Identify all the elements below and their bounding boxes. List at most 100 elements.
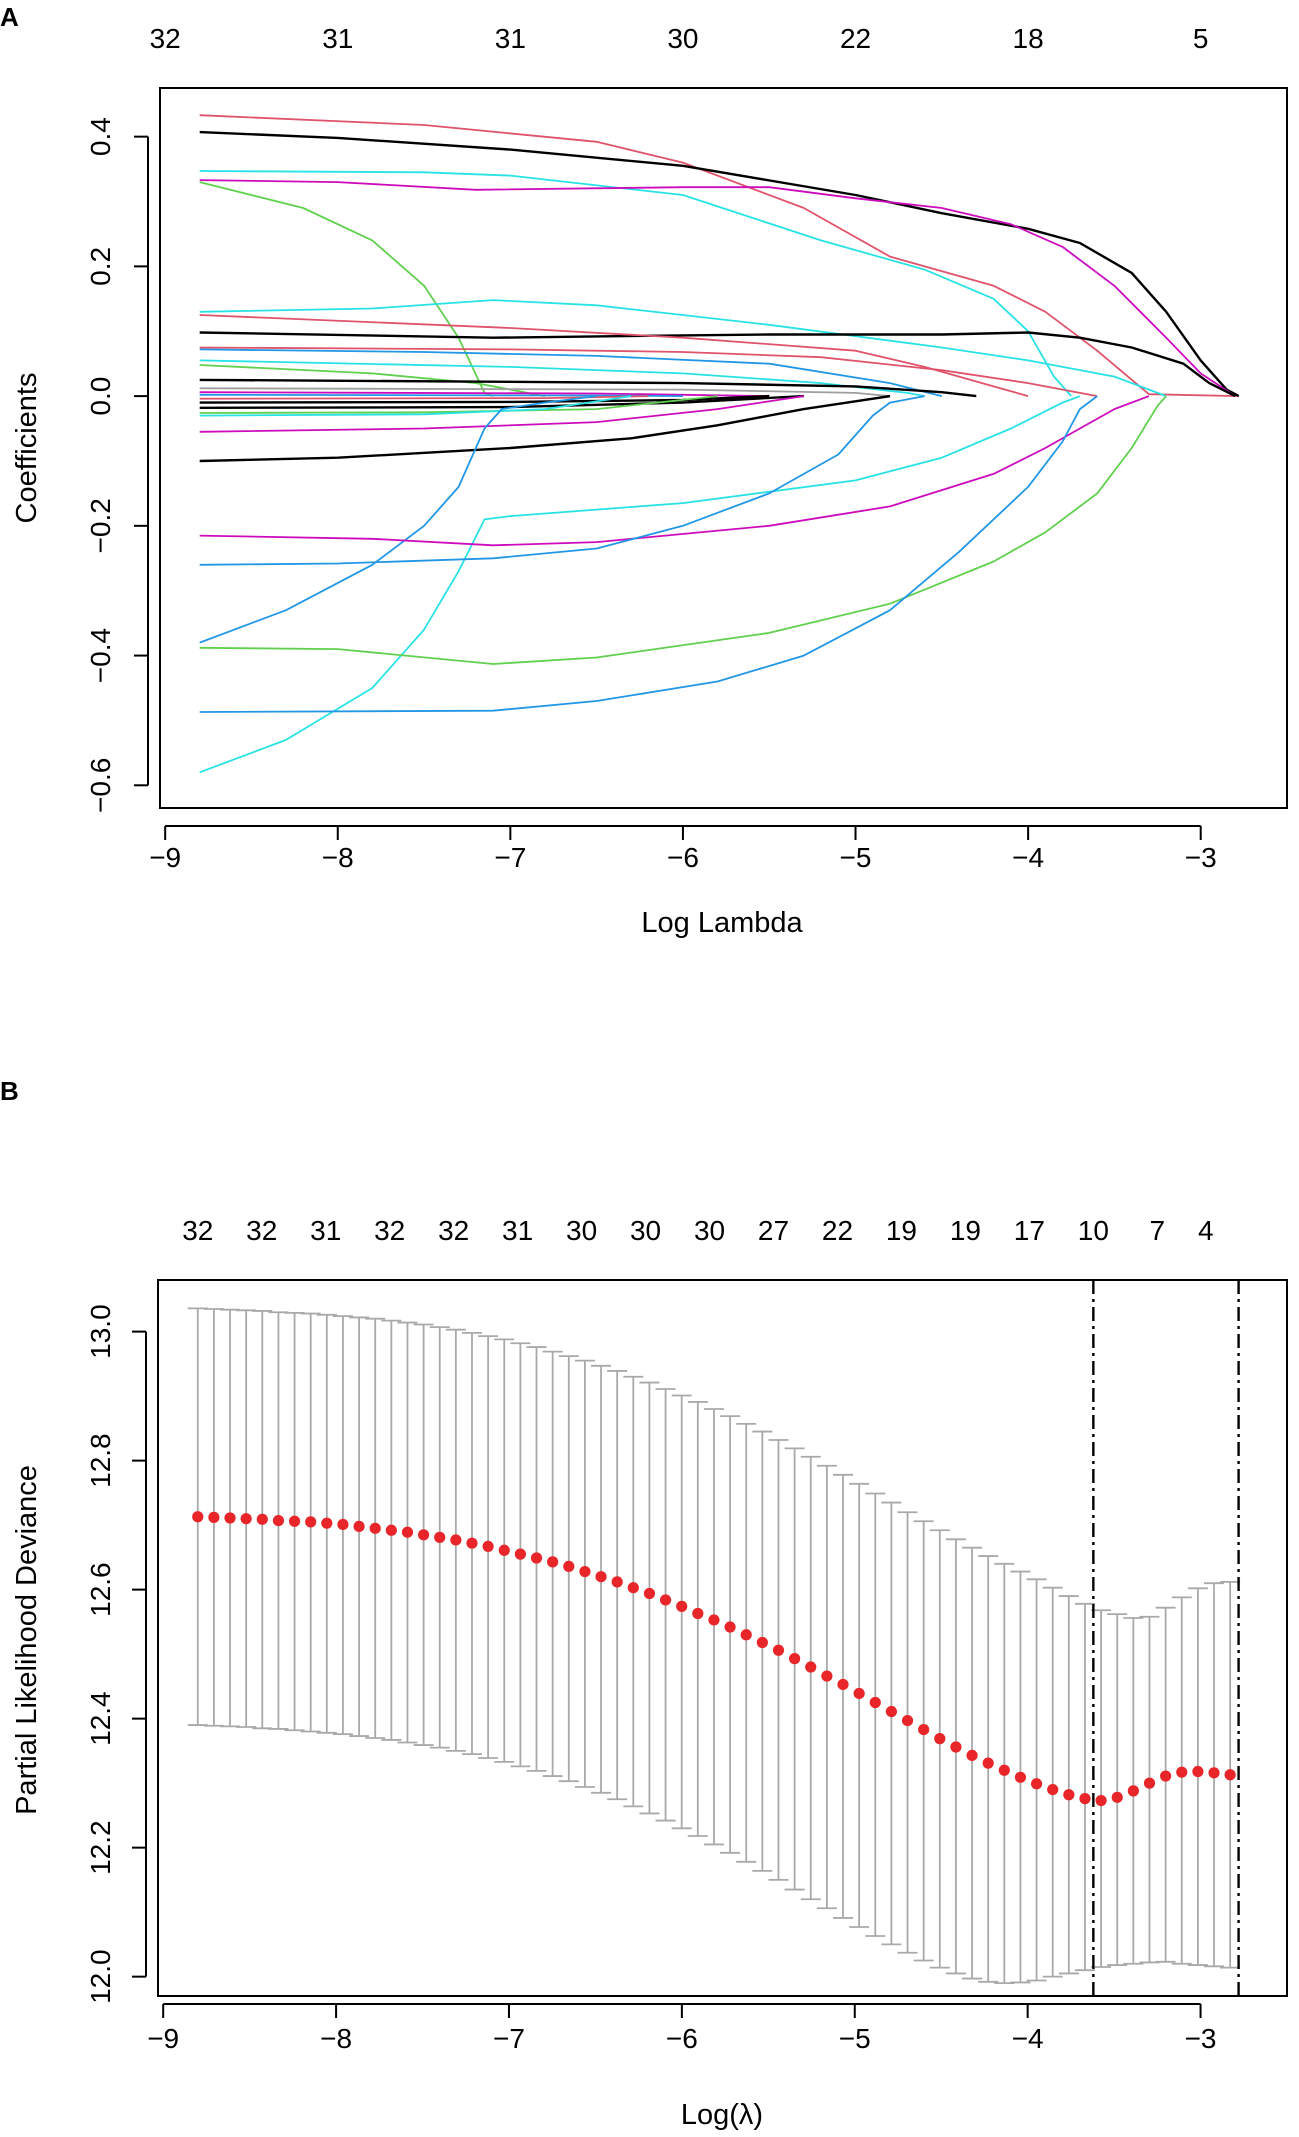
panel-b-y-tick-label: 12.6 [85, 1562, 116, 1617]
panel-b-deviance-point [950, 1741, 962, 1753]
panel-b-deviance-point [901, 1714, 914, 1727]
panel-a-coefficient-path-28 [199, 395, 1167, 665]
panel-b-deviance-point [353, 1520, 365, 1533]
panel-b-deviance-point [401, 1526, 414, 1538]
panel-b-deviance-point [934, 1733, 946, 1745]
panel-b-deviance-point [821, 1670, 833, 1682]
panel-b-deviance-point [272, 1515, 285, 1527]
panel-a-coefficient-path-15 [199, 391, 770, 397]
panel-b-deviance-point [627, 1582, 639, 1594]
panel-b-deviance-point [918, 1723, 930, 1736]
panel-b-deviance-point [1014, 1771, 1027, 1783]
panel-b-top-count-label: 32 [246, 1215, 277, 1246]
panel-a-coefficient-path-9 [199, 346, 1098, 397]
panel-b-deviance-point [563, 1560, 575, 1572]
panel-a-coefficient-path-1 [199, 114, 1239, 397]
panel-b-y-tick-label: 12.4 [85, 1691, 116, 1746]
panel-b-chart: B Log(λ) Partial Likelihood Deviance −9 −… [0, 1076, 1288, 2131]
panel-b-deviance-point [853, 1687, 865, 1700]
panel-a-coefficient-path-6 [199, 299, 1167, 397]
panel-b-deviance-point [869, 1696, 881, 1709]
panel-b-top-count-label: 30 [630, 1215, 661, 1246]
panel-b-deviance-point [240, 1513, 252, 1525]
panel-b-deviance-point [1208, 1767, 1220, 1779]
panel-b-x-tick-label: −3 [1185, 2023, 1217, 2054]
panel-a-coefficient-path-17 [199, 395, 649, 400]
panel-b-top-count-label: 32 [374, 1215, 405, 1246]
panel-b-deviance-point [1095, 1794, 1107, 1807]
panel-b-deviance-point [224, 1512, 236, 1524]
panel-a-y-tick-label: −0.6 [85, 758, 116, 813]
panel-b-deviance-point [579, 1565, 591, 1578]
panel-b-deviance-point [1047, 1783, 1059, 1796]
panel-b-y-tick-label: 12.0 [85, 1949, 116, 2004]
panel-b-deviance-point [369, 1522, 381, 1534]
panel-b-top-count-label: 7 [1150, 1215, 1166, 1246]
panel-a-coefficient-path-13 [199, 378, 977, 398]
panel-a-coefficient-path-11 [199, 359, 925, 397]
panel-b-deviance-point [208, 1511, 220, 1523]
panel-b-deviance-point [643, 1587, 656, 1600]
panel-a-x-tick-label: −7 [494, 842, 526, 873]
panel-b-top-count-label: 27 [758, 1215, 789, 1246]
panel-a-x-tick-label: −8 [322, 842, 354, 873]
panel-a-x-tick-label: −4 [1012, 842, 1044, 873]
panel-b-x-tick-label: −9 [147, 2023, 179, 2054]
panel-b-deviance-point [530, 1552, 543, 1564]
panel-a-coefficient-path-14 [199, 387, 891, 397]
panel-a-x-tick-label: −5 [840, 842, 872, 873]
panel-b-y-axis-title: Partial Likelihood Deviance [11, 1465, 43, 1815]
panel-a-coefficient-path-23 [199, 394, 891, 463]
panel-a-y-axis-title: Coefficients [11, 373, 43, 524]
panel-b-plot-box [157, 1279, 1288, 1997]
panel-b-deviance-point [611, 1576, 623, 1588]
panel-a-top-count-label: 18 [1013, 23, 1044, 54]
panel-b-deviance-point [1176, 1766, 1188, 1778]
panel-b-deviance-point [434, 1531, 446, 1543]
panel-b-deviance-point [659, 1594, 672, 1606]
panel-a-y-tick-label: −0.4 [85, 628, 116, 683]
panel-a-coefficient-path-2 [199, 130, 1240, 398]
panel-a-coefficient-path-21 [199, 395, 632, 417]
panel-a-coefficient-path-8 [199, 314, 1029, 397]
panel-b-top-count-label: 30 [566, 1215, 597, 1246]
panel-a-top-count-label: 30 [667, 23, 698, 54]
panel-b-deviance-point [708, 1614, 720, 1626]
panel-a-coefficient-path-27 [199, 395, 925, 566]
panel-b-x-tick-label: −4 [1012, 2023, 1044, 2054]
panel-b-top-count-label: 10 [1078, 1215, 1109, 1246]
panel-b-y-tick-label: 12.2 [85, 1820, 116, 1875]
panel-b-top-count-label: 22 [822, 1215, 853, 1246]
panel-b-deviance-point [1143, 1777, 1156, 1789]
panel-b-deviance-point [192, 1511, 204, 1523]
panel-b-deviance-point [450, 1534, 462, 1546]
panel-a-coefficient-path-22 [199, 395, 804, 433]
panel-b-x-tick-label: −8 [320, 2023, 352, 2054]
panel-b-top-count-label: 4 [1198, 1215, 1214, 1246]
panel-b-deviance-point [1030, 1778, 1043, 1790]
panel-b-deviance-point [982, 1757, 994, 1769]
panel-b-deviance-point [1224, 1769, 1236, 1781]
panel-b-deviance-point [740, 1629, 752, 1641]
panel-a-y-tick-label: −0.2 [85, 498, 116, 553]
panel-b-deviance-point [966, 1749, 978, 1761]
panel-b-deviance-point [692, 1607, 704, 1620]
panel-a-y-tick-label: 0.0 [85, 377, 116, 416]
panel-a-x-tick-label: −6 [667, 842, 699, 873]
panel-b-deviance-point [595, 1571, 607, 1583]
panel-a-coefficient-path-5 [199, 179, 1236, 397]
panel-b-deviance-point [547, 1556, 559, 1568]
panel-b-deviance-point [1063, 1789, 1075, 1801]
panel-b-deviance-point [772, 1644, 785, 1656]
panel-a-coefficient-path-10 [199, 348, 943, 397]
panel-a-top-count-label: 22 [840, 23, 871, 54]
panel-b-top-count-label: 31 [502, 1215, 533, 1246]
panel-b-x-tick-label: −7 [493, 2023, 525, 2054]
panel-a-top-count-label: 31 [322, 23, 353, 54]
panel-b-label: B [0, 1076, 19, 1106]
panel-b-deviance-point [288, 1515, 301, 1527]
panel-b-x-axis-title: Log(λ) [681, 2099, 763, 2131]
panel-b-deviance-point [498, 1544, 510, 1556]
panel-b-deviance-point [256, 1513, 268, 1525]
panel-a-coefficient-path-16 [199, 393, 683, 397]
